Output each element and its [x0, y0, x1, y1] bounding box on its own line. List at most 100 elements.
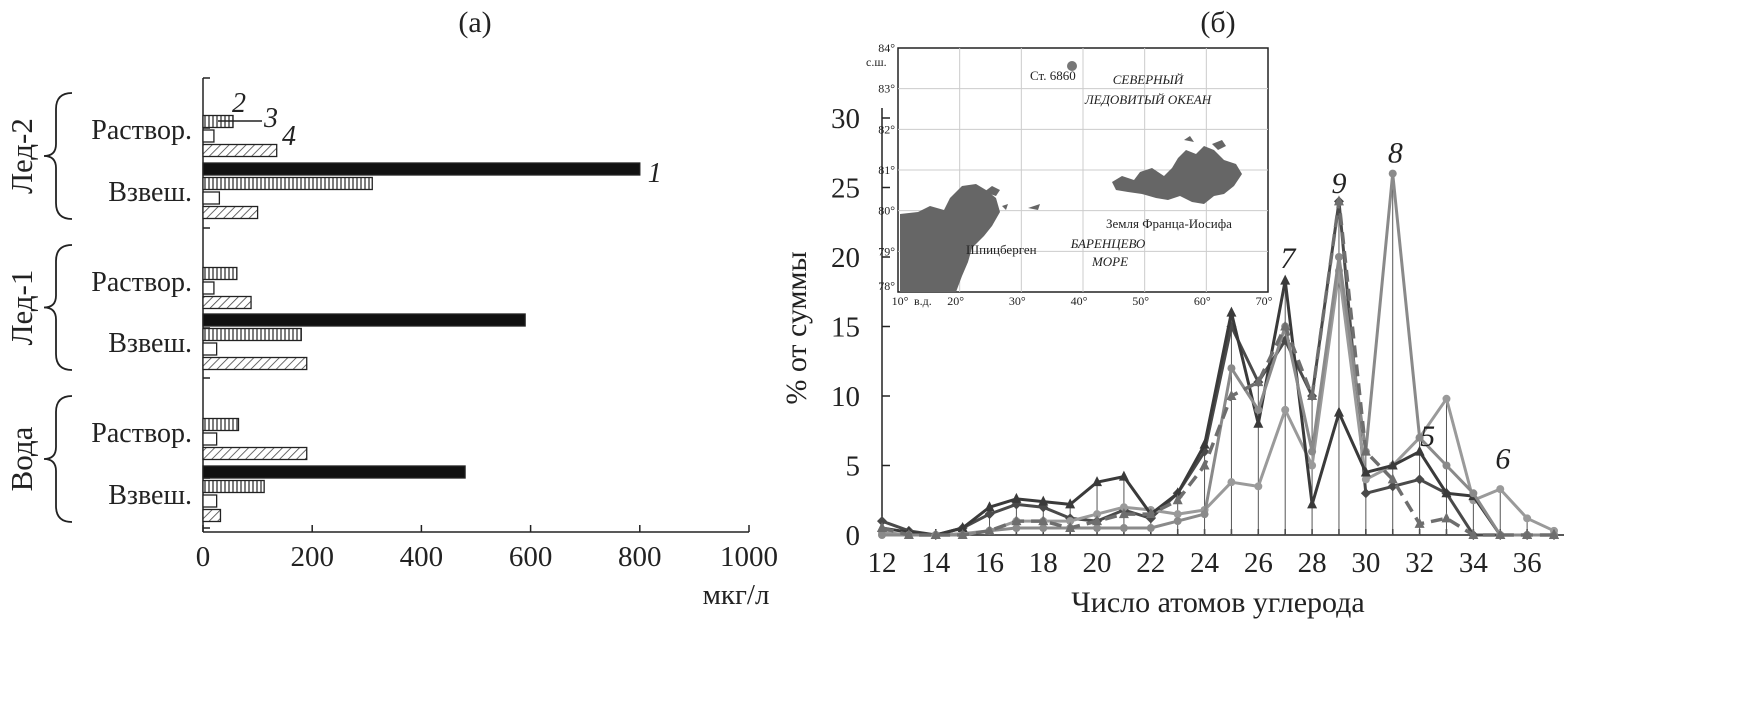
lat-label: 81°	[878, 163, 895, 177]
series-number-label: 7	[1280, 242, 1297, 275]
data-point	[1093, 510, 1102, 519]
data-point	[1441, 487, 1452, 498]
data-point	[1118, 508, 1129, 519]
row-label: Взвеш.	[108, 328, 192, 359]
data-point	[1254, 482, 1263, 491]
ocean-label-1: СЕВЕРНЫЙ	[1113, 72, 1184, 87]
lon-label: 40°	[1071, 294, 1088, 308]
bar	[202, 356, 308, 371]
series-number-label: 3	[263, 103, 278, 134]
data-point	[1227, 364, 1236, 373]
data-point	[1414, 517, 1425, 528]
x-tick-label: 34	[1459, 547, 1489, 579]
row-label: Взвеш.	[108, 480, 192, 511]
data-point	[877, 522, 887, 533]
data-point	[1200, 510, 1209, 519]
x-tick-label: 18	[1029, 547, 1058, 579]
group-brace	[43, 395, 73, 523]
data-point	[1307, 390, 1318, 400]
panel-a-x-label: мкг/л	[703, 579, 770, 611]
series-line	[881, 279, 1554, 537]
bar	[202, 295, 252, 310]
data-point	[1280, 274, 1291, 285]
data-point	[957, 522, 968, 533]
svalbard-label: Шпицберген	[966, 242, 1037, 257]
data-point	[1226, 390, 1237, 400]
data-point	[984, 509, 995, 520]
x-tick-label: 36	[1513, 547, 1542, 579]
series-number-label: 1	[648, 158, 662, 189]
bar	[202, 162, 641, 176]
data-point	[903, 529, 914, 539]
data-point	[1523, 514, 1532, 523]
panel-b-y-label: % от суммы	[780, 251, 813, 404]
x-tick-label: 400	[400, 541, 444, 573]
x-tick-label: 12	[868, 547, 897, 579]
data-point	[1173, 510, 1182, 519]
data-point	[1093, 524, 1102, 533]
data-point	[1308, 447, 1317, 456]
svalbard-landmass	[900, 184, 1000, 292]
data-point	[1468, 529, 1479, 539]
data-point	[1253, 417, 1264, 428]
data-point	[1522, 529, 1533, 539]
data-point	[1038, 515, 1049, 526]
inset-map: 78° 79° 80° 81° 82° 83° 84° 10° 20° 30° 40° 50° 60° 7…	[866, 41, 1273, 308]
group-label: Вода	[4, 426, 39, 491]
data-point	[1199, 438, 1210, 449]
bar	[202, 465, 466, 479]
y-tick-label: 5	[846, 451, 861, 483]
group-label: Лед-2	[4, 118, 39, 194]
x-tick-label: 32	[1405, 547, 1434, 579]
lon-unit-label: в.д.	[914, 294, 932, 308]
bar-chart-panel-a: 0 200 400 600 800 1000 Раствор. Взвеш. Лед-2 Раст…	[4, 77, 778, 573]
x-tick-label: 22	[1136, 547, 1165, 579]
x-tick-label: 200	[290, 541, 334, 573]
data-point	[1199, 459, 1210, 470]
data-point	[1360, 445, 1371, 456]
data-point	[1066, 517, 1075, 526]
row-label: Раствор.	[91, 115, 192, 146]
bar	[202, 176, 373, 191]
data-point	[1496, 485, 1505, 494]
x-tick-label: 800	[618, 541, 662, 573]
bar	[202, 494, 218, 508]
bar	[202, 129, 215, 143]
station-label: Ст. 6860	[1030, 68, 1076, 83]
data-point	[1145, 508, 1156, 519]
bar	[202, 266, 238, 281]
line-chart-panel-b: 0 5 10 15 20 25 30 12 14 16 18 20 22 24 26 28 30 32 34 36 5 6…	[831, 103, 1564, 579]
data-point	[1226, 306, 1237, 317]
row-label: Взвеш.	[108, 177, 192, 208]
x-tick-label: 26	[1244, 547, 1273, 579]
bar	[202, 342, 218, 356]
data-point	[984, 524, 995, 535]
series-number-label: 9	[1331, 167, 1346, 200]
x-tick-label: 0	[196, 541, 211, 573]
bar	[202, 143, 278, 158]
data-point	[1012, 524, 1021, 533]
data-point	[1227, 478, 1236, 487]
y-tick-label: 25	[831, 173, 860, 205]
data-point	[1334, 253, 1343, 261]
group-label: Лед-1	[4, 270, 39, 346]
row-label: Раствор.	[91, 418, 192, 449]
bar	[202, 508, 222, 523]
lon-label: 20°	[947, 294, 964, 308]
panel-b-title: (б)	[1200, 6, 1235, 39]
ocean-label-2: ЛЕДОВИТЫЙ ОКЕАН	[1084, 92, 1212, 107]
data-point	[1333, 195, 1344, 206]
bar	[202, 432, 218, 446]
x-tick-label: 28	[1298, 547, 1327, 579]
data-point	[1172, 494, 1183, 505]
data-point	[1092, 515, 1103, 526]
series-line	[882, 172, 1554, 537]
data-point	[1414, 474, 1425, 485]
data-point	[1065, 522, 1076, 533]
lon-label: 50°	[1132, 294, 1149, 308]
x-tick-label: 14	[921, 547, 951, 579]
sea-label-2: МОРЕ	[1091, 254, 1128, 269]
bar	[202, 281, 215, 295]
data-point	[1173, 517, 1182, 526]
